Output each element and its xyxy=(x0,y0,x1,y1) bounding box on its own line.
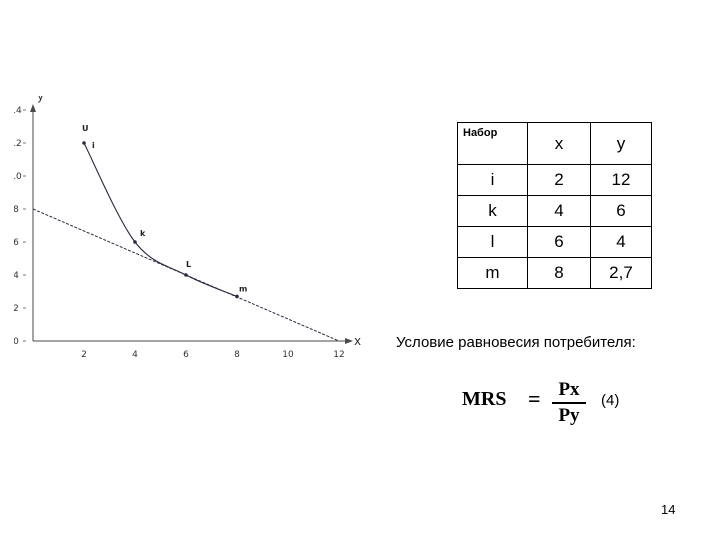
table-cell: 6 xyxy=(527,226,591,258)
x-tick-label: 2 xyxy=(81,350,87,360)
data-point xyxy=(133,240,137,244)
table-row: k 4 6 xyxy=(457,195,652,227)
indifference-chart: y x 2 4 6 8 10 12 0 2 4 6 8 10 12 14 Ui k Lm xyxy=(14,96,367,366)
bundle-table: Набор x y i 2 12 k 4 6 l 6 4 m 8 2,7 xyxy=(457,122,652,289)
y-tick-label: 10 xyxy=(14,172,22,182)
formula-lhs: MRS xyxy=(462,388,507,410)
x-axis-label: x xyxy=(354,334,361,348)
table-cell: m xyxy=(457,257,528,289)
y-tick-label: 12 xyxy=(14,139,22,149)
table-cell: 2,7 xyxy=(590,257,652,289)
formula-denominator: Py xyxy=(558,405,580,426)
y-tick-label: 8 xyxy=(14,205,19,215)
x-tick-label: 8 xyxy=(234,350,240,360)
x-tick-label: 12 xyxy=(333,350,344,360)
table-cell: i xyxy=(457,164,528,196)
curve-label: U xyxy=(82,124,89,133)
y-tick-label: 14 xyxy=(14,106,22,116)
formula-numerator: Px xyxy=(558,379,580,400)
table-cell: k xyxy=(457,195,528,227)
point-label: i xyxy=(92,141,95,150)
point-label: k xyxy=(140,229,146,238)
table-row: l 6 4 xyxy=(457,226,652,258)
y-tick-label: 2 xyxy=(14,304,19,314)
table-header-cell: Набор xyxy=(457,122,528,165)
table-cell: 4 xyxy=(590,226,652,258)
formula-fraction: Px Py xyxy=(552,380,586,426)
x-tick-label: 10 xyxy=(282,350,294,360)
table-cell: l xyxy=(457,226,528,258)
y-tick-label: 0 xyxy=(14,337,19,347)
y-tick-label: 4 xyxy=(14,271,19,281)
table-row: m 8 2,7 xyxy=(457,257,652,289)
equilibrium-condition-text: Условие равновесия потребителя: xyxy=(396,334,636,351)
indifference-curve xyxy=(83,142,238,297)
x-tick-label: 4 xyxy=(132,350,138,360)
table-row: i 2 12 xyxy=(457,164,652,196)
table-cell: 2 xyxy=(527,164,591,196)
data-point xyxy=(184,273,188,277)
mrs-formula: MRS = Px Py xyxy=(462,380,612,430)
formula-equals: = xyxy=(528,386,541,411)
table-cell: 8 xyxy=(527,257,591,289)
equation-number: (4) xyxy=(601,392,620,409)
data-point xyxy=(235,294,239,299)
y-axis-label: y xyxy=(37,96,44,103)
table-cell: 12 xyxy=(590,164,652,196)
y-tick-label: 6 xyxy=(14,238,19,248)
chart-svg: y x 2 4 6 8 10 12 0 2 4 6 8 10 12 14 Ui k Lm xyxy=(14,96,361,360)
table-cell: 4 xyxy=(527,195,591,227)
data-point xyxy=(82,141,86,145)
y-axis-arrow xyxy=(30,104,36,112)
point-label: m xyxy=(239,284,247,293)
fraction-bar xyxy=(552,402,586,404)
table-header-row: Набор x y xyxy=(457,122,652,165)
table-header-cell: y xyxy=(590,122,652,165)
point-label: L xyxy=(186,260,191,269)
table-header-cell: x xyxy=(527,122,591,165)
table-cell: 6 xyxy=(590,195,652,227)
x-tick-label: 6 xyxy=(183,350,189,360)
page-number: 14 xyxy=(661,502,676,517)
x-axis-arrow xyxy=(345,338,353,344)
